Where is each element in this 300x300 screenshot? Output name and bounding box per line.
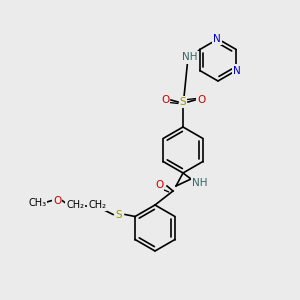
Text: S: S bbox=[116, 209, 122, 220]
Text: CH₂: CH₂ bbox=[66, 200, 84, 209]
Text: O: O bbox=[197, 95, 205, 105]
Text: N: N bbox=[233, 65, 241, 76]
Text: S: S bbox=[180, 97, 186, 107]
Text: O: O bbox=[155, 180, 163, 190]
Text: NH: NH bbox=[182, 52, 198, 62]
Text: NH: NH bbox=[192, 178, 208, 188]
Text: O: O bbox=[53, 196, 61, 206]
Text: CH₂: CH₂ bbox=[88, 200, 106, 211]
Text: N: N bbox=[213, 34, 221, 44]
Text: O: O bbox=[161, 95, 169, 105]
Text: CH₃: CH₃ bbox=[28, 199, 46, 208]
